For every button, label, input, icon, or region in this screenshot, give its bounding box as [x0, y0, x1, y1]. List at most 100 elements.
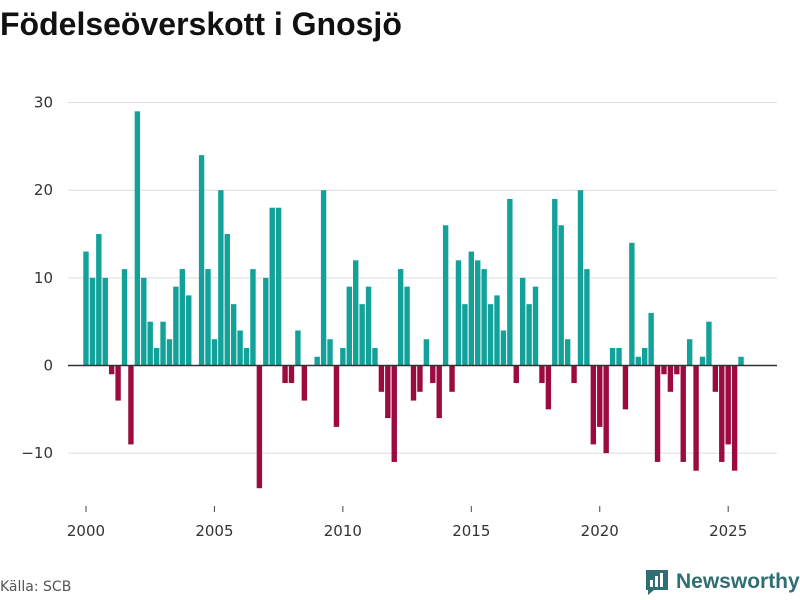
bar: [359, 304, 365, 366]
x-tick-label: 2025: [709, 522, 747, 540]
bar: [263, 277, 269, 366]
bar: [372, 347, 378, 366]
bar: [475, 260, 481, 366]
bar: [629, 242, 635, 366]
bar: [333, 365, 340, 427]
bar: [186, 295, 192, 366]
bar: [250, 269, 256, 366]
bar: [198, 155, 205, 366]
bar: [597, 365, 603, 427]
newsworthy-logo[interactable]: Newsworthy: [644, 568, 800, 596]
bar: [487, 304, 494, 366]
bar: [327, 339, 333, 366]
y-tick-label: 30: [34, 94, 53, 112]
bar: [404, 286, 410, 366]
bar: [141, 277, 147, 366]
bar: [108, 365, 115, 375]
bar: [539, 365, 545, 384]
bar: [417, 365, 423, 392]
bar: [494, 295, 500, 366]
bar: [738, 356, 744, 366]
bar: [243, 347, 250, 366]
bar: [128, 365, 134, 445]
bar: [545, 365, 552, 410]
bar: [577, 190, 584, 366]
bar: [275, 207, 282, 366]
bar: [256, 365, 263, 489]
bar: [500, 330, 507, 366]
bar: [173, 286, 179, 366]
bar: [410, 365, 417, 401]
x-tick-label: 2020: [581, 522, 619, 540]
bar: [532, 286, 539, 366]
bar: [648, 312, 654, 366]
bar: [725, 365, 731, 445]
bar: [224, 234, 230, 366]
bar: [320, 190, 327, 366]
bar: [686, 339, 693, 366]
y-tick-label: 0: [43, 357, 53, 375]
bar: [590, 365, 597, 445]
bars: [83, 111, 744, 489]
bar: [526, 304, 532, 366]
bar: [699, 356, 706, 366]
bar: [96, 234, 102, 366]
bar: [237, 330, 243, 366]
bar: [147, 321, 153, 366]
bar: [230, 304, 237, 366]
bar: [166, 339, 173, 366]
bar: [365, 286, 372, 366]
bar: [121, 269, 128, 366]
bar: [552, 198, 558, 366]
bar: [378, 365, 385, 392]
bar: [635, 356, 641, 366]
newsworthy-chart-icon: [646, 570, 668, 595]
bar: [436, 365, 442, 419]
x-tick-label: 2015: [452, 522, 490, 540]
bar: [609, 347, 616, 366]
bar: [301, 365, 308, 401]
bar: [353, 260, 359, 366]
x-tick-label: 2005: [195, 522, 233, 540]
bar: [179, 269, 186, 366]
bar: [205, 269, 211, 366]
bar: [616, 347, 622, 366]
bar: [706, 321, 712, 366]
bar: [622, 365, 629, 410]
bar: [674, 365, 680, 375]
bar: [642, 347, 648, 366]
bar: [558, 225, 564, 366]
axes: −10 0 10 20 30 2000 2005 2010 2015 2020 2025: [21, 94, 777, 540]
bar: [693, 365, 699, 471]
y-tick-label: 20: [34, 181, 53, 199]
bar: [115, 365, 121, 401]
bar: [654, 365, 661, 462]
bar: [211, 339, 218, 366]
bar: [423, 339, 430, 366]
brand-name: Newsworthy: [676, 570, 800, 593]
bar: [282, 365, 288, 384]
bar: [584, 269, 590, 366]
bar: [519, 277, 526, 366]
grid-lines: [68, 102, 777, 454]
x-tick-label: 2000: [67, 522, 105, 540]
x-tick-label: 2010: [324, 522, 362, 540]
bar: [661, 365, 667, 375]
bar: [314, 356, 320, 366]
bar: [218, 190, 224, 366]
bar: [340, 347, 346, 366]
bar: [160, 321, 166, 366]
bar: [442, 225, 449, 366]
bar: [455, 260, 462, 366]
source-note: Källa: SCB: [0, 579, 72, 595]
bar: [667, 365, 674, 392]
bar: [507, 198, 513, 366]
bar: [571, 365, 577, 384]
bar: [134, 111, 141, 366]
bar: [564, 339, 571, 366]
bar: [712, 365, 719, 392]
bar: [269, 207, 275, 366]
bar: [397, 269, 404, 366]
bar: [385, 365, 391, 419]
